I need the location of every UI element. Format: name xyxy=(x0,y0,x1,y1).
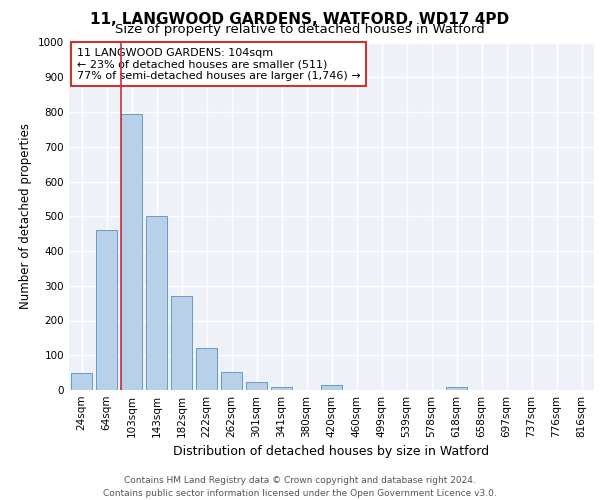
Bar xyxy=(446,386,467,390)
Y-axis label: Number of detached properties: Number of detached properties xyxy=(19,123,32,309)
Text: 11 LANGWOOD GARDENS: 104sqm
← 23% of detached houses are smaller (511)
77% of se: 11 LANGWOOD GARDENS: 104sqm ← 23% of det… xyxy=(77,48,361,81)
Bar xyxy=(221,372,242,390)
Bar xyxy=(271,386,292,390)
Bar xyxy=(321,386,342,390)
Text: Contains HM Land Registry data © Crown copyright and database right 2024.
Contai: Contains HM Land Registry data © Crown c… xyxy=(103,476,497,498)
X-axis label: Distribution of detached houses by size in Watford: Distribution of detached houses by size … xyxy=(173,446,490,458)
Bar xyxy=(146,216,167,390)
Text: 11, LANGWOOD GARDENS, WATFORD, WD17 4PD: 11, LANGWOOD GARDENS, WATFORD, WD17 4PD xyxy=(91,12,509,28)
Text: Size of property relative to detached houses in Watford: Size of property relative to detached ho… xyxy=(115,22,485,36)
Bar xyxy=(246,382,267,390)
Bar xyxy=(196,348,217,390)
Bar xyxy=(121,114,142,390)
Bar xyxy=(171,296,192,390)
Bar xyxy=(96,230,117,390)
Bar xyxy=(71,372,92,390)
